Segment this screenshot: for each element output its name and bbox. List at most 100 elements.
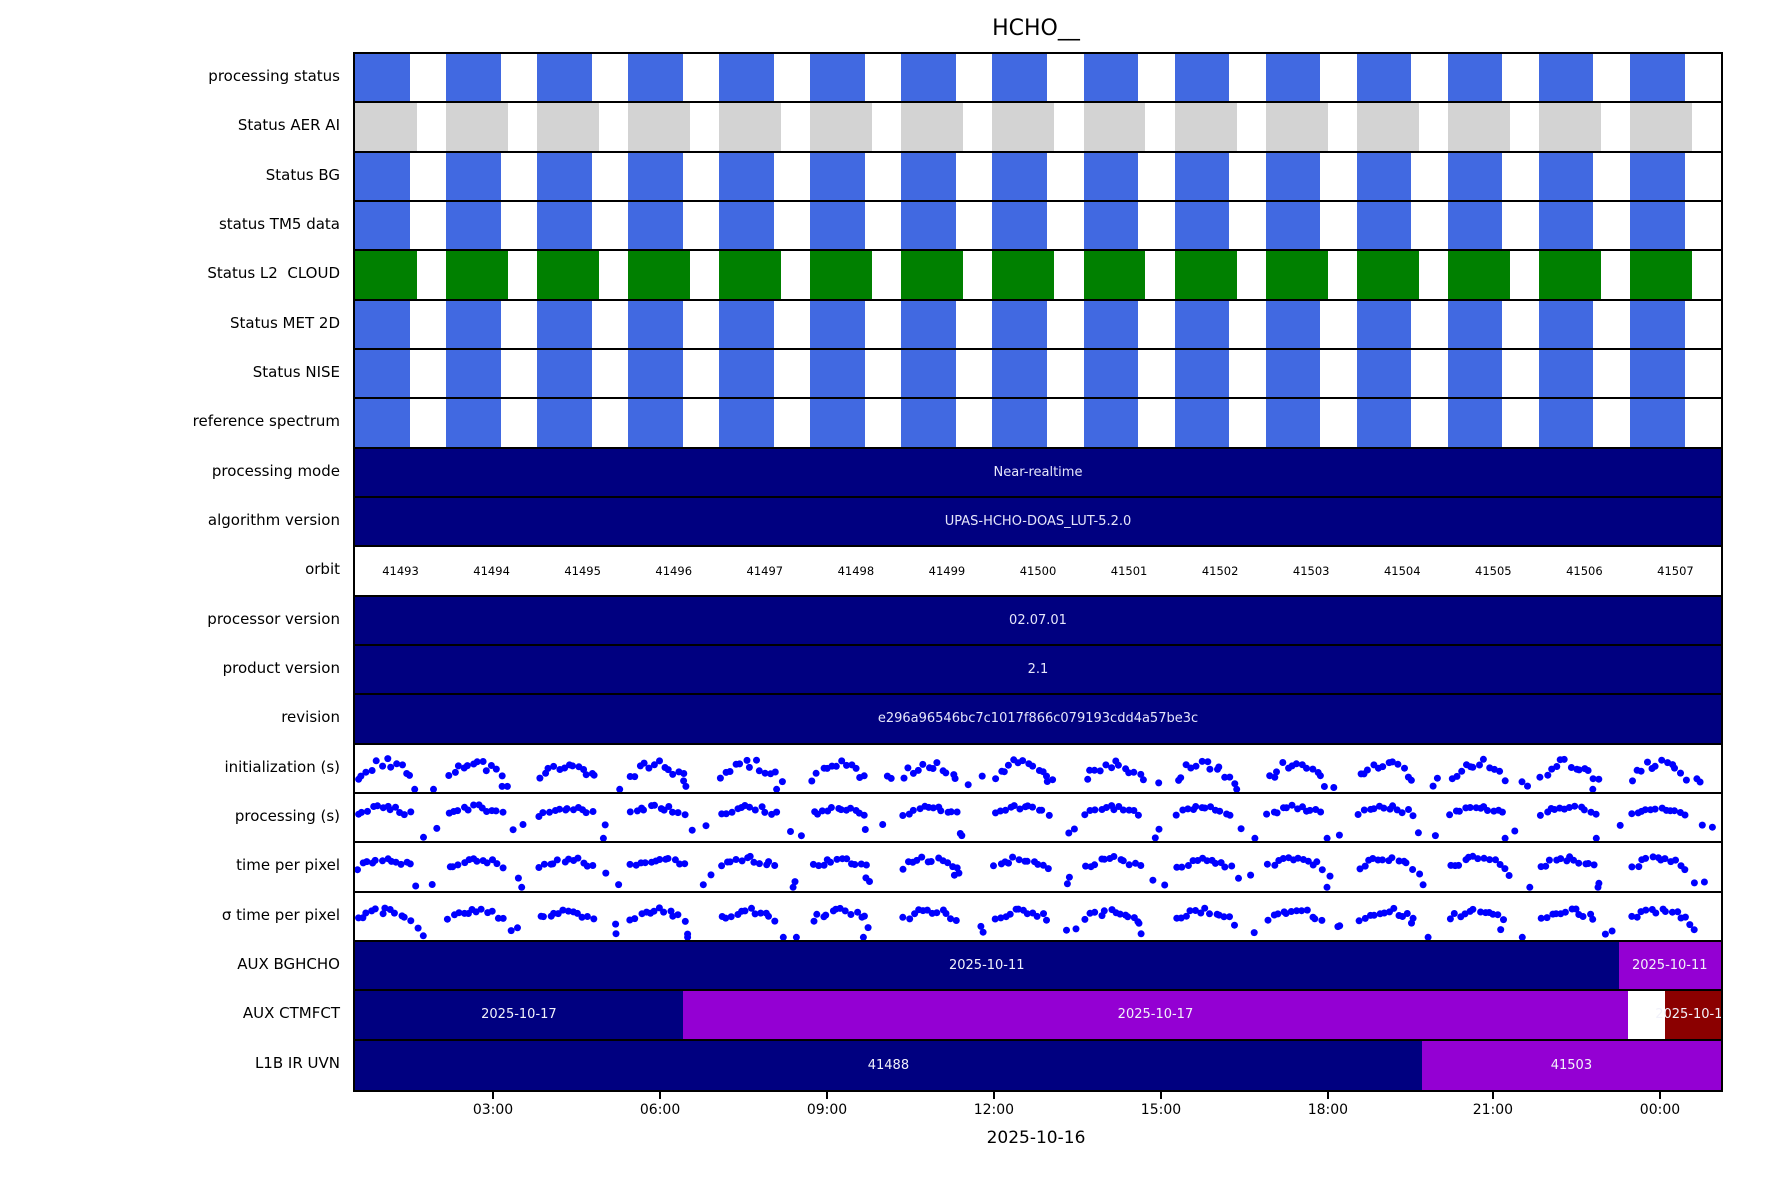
value-bar-text: e296a96546bc7c1017f866c079193cdd4a57be3c (877, 711, 1199, 727)
status-block (810, 251, 873, 299)
orbit-number: 41502 (1201, 563, 1239, 578)
status-block (537, 300, 592, 348)
row-label: algorithm version (207, 511, 340, 529)
timeline-row (355, 54, 1721, 104)
status-block (537, 54, 592, 102)
timeline-row: UPAS-HCHO-DOAS_LUT-5.2.0 (355, 498, 1721, 548)
status-block (446, 202, 501, 250)
status-block (992, 399, 1048, 447)
status-block (810, 202, 865, 250)
status-block (810, 300, 865, 348)
timeline-row (355, 794, 1721, 844)
value-bar: UPAS-HCHO-DOAS_LUT-5.2.0 (355, 498, 1721, 546)
x-tick-mark (1491, 1090, 1494, 1099)
status-block (1447, 152, 1503, 200)
status-block (992, 103, 1055, 151)
orbit-number: 41504 (1383, 563, 1421, 578)
status-block (1356, 54, 1412, 102)
status-block (1265, 54, 1321, 102)
timeline-row (355, 399, 1721, 449)
row-label: product version (222, 659, 340, 677)
timeline-row (355, 350, 1721, 400)
status-block (446, 152, 501, 200)
status-block (1174, 300, 1230, 348)
status-block (1538, 300, 1594, 348)
status-block (1083, 350, 1139, 398)
status-block (810, 152, 865, 200)
orbit-number: 41499 (928, 563, 966, 578)
row-label: AUX BGHCHO (237, 955, 340, 973)
row-label: Status AER AI (237, 116, 340, 135)
status-block (355, 300, 410, 348)
status-block (1083, 251, 1146, 299)
aux-segment-text: 2025-10-18 (1655, 1007, 1723, 1023)
status-block (537, 251, 600, 299)
status-block (1265, 300, 1321, 348)
aux-segment-text: 2025-10-17 (1117, 1007, 1194, 1023)
x-tick-label: 18:00 (1307, 1102, 1349, 1118)
x-tick-mark (1159, 1090, 1162, 1099)
status-block (719, 399, 774, 447)
status-block (901, 350, 957, 398)
x-tick-mark (659, 1090, 662, 1099)
status-block (628, 103, 691, 151)
value-bar: Near-realtime (355, 448, 1721, 496)
timeline-row: Near-realtime (355, 448, 1721, 498)
status-block (992, 300, 1048, 348)
aux-segment: 2025-10-11 (355, 942, 1619, 990)
orbit-number: 41495 (564, 563, 601, 578)
timeline-row (355, 152, 1721, 202)
status-block (1356, 103, 1419, 151)
row-label: time per pixel (236, 856, 340, 875)
row-label: Status NISE (252, 363, 340, 381)
x-tick-mark (1326, 1090, 1329, 1099)
x-tick-mark (826, 1090, 828, 1099)
status-block (1083, 152, 1139, 200)
status-block (719, 251, 782, 299)
status-block (1629, 300, 1685, 348)
status-block (628, 152, 683, 200)
status-block (628, 399, 683, 447)
scatter-plot (355, 853, 1708, 891)
status-block (1174, 251, 1237, 299)
row-label: L1B IR UVN (254, 1053, 340, 1072)
status-block (1356, 300, 1412, 348)
value-bar: 2.1 (355, 646, 1721, 694)
status-block (1265, 152, 1321, 200)
status-block (1083, 103, 1146, 151)
x-tick-mark (992, 1090, 995, 1099)
orbit-number: 41501 (1110, 563, 1148, 578)
x-tick-mark (492, 1090, 494, 1099)
orbit-number: 41507 (1657, 563, 1694, 578)
status-block (1447, 103, 1510, 151)
timeline-row (355, 745, 1721, 794)
status-block (446, 103, 508, 151)
timeline-row (355, 300, 1721, 350)
status-block (810, 103, 873, 151)
status-block (1265, 202, 1321, 250)
status-block (901, 152, 957, 200)
status-block (992, 350, 1048, 398)
status-block (810, 399, 865, 447)
orbit-number: 41497 (746, 563, 784, 578)
status-block (1538, 399, 1594, 447)
value-bar: e296a96546bc7c1017f866c079193cdd4a57be3c (355, 695, 1721, 743)
scatter-plot (355, 754, 1704, 792)
status-block (537, 202, 592, 250)
timeline-row: 41488 41503 (355, 1040, 1721, 1090)
status-block (1447, 54, 1503, 102)
row-label: processing (s) (234, 807, 340, 825)
status-block (1356, 399, 1412, 447)
status-block (1174, 350, 1230, 398)
row-label: Status MET 2D (229, 313, 340, 332)
x-tick-label: 03:00 (472, 1102, 514, 1118)
status-block (1538, 152, 1594, 200)
aux-segment: 2025-10-18 (1655, 991, 1721, 1039)
status-block (446, 54, 501, 102)
timeline-row: e296a96546bc7c1017f866c079193cdd4a57be3c (355, 695, 1721, 745)
x-tick-mark (1658, 1090, 1661, 1099)
x-tick-label: 15:00 (1140, 1102, 1182, 1118)
status-block (1174, 103, 1237, 151)
timeline-row: 2.1 (355, 646, 1721, 696)
status-block (1356, 202, 1412, 250)
